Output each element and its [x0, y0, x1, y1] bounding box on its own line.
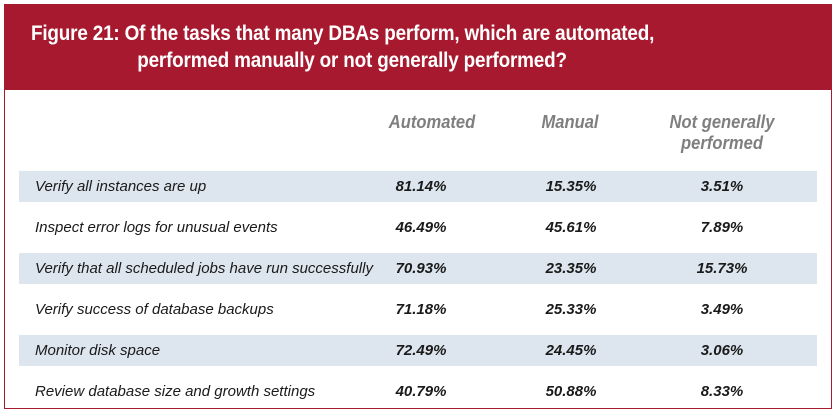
task-label: Verify success of database backups: [35, 301, 274, 318]
column-header-line-1: Not generally: [669, 112, 775, 132]
not-generally-value: 8.33%: [700, 383, 744, 400]
table-row: Verify success of database backups 71.18…: [19, 294, 817, 325]
not-generally-value: 15.73%: [696, 260, 748, 277]
manual-value: 25.33%: [545, 301, 597, 318]
column-header-manual: Manual: [541, 112, 599, 132]
task-label: Review database size and growth settings: [35, 383, 316, 400]
column-header-automated: Automated: [388, 112, 476, 132]
manual-value: 24.45%: [545, 342, 597, 359]
column-header-line-2: performed: [681, 133, 763, 153]
figure-title-banner: Figure 21: Of the tasks that many DBAs p…: [4, 4, 832, 90]
automated-value: 70.93%: [395, 260, 447, 277]
not-generally-value: 7.89%: [700, 219, 744, 236]
manual-value: 50.88%: [545, 383, 597, 400]
task-label: Verify all instances are up: [35, 178, 207, 195]
not-generally-value: 3.06%: [700, 342, 744, 359]
table-row: Review database size and growth settings…: [19, 376, 817, 407]
task-label: Verify that all scheduled jobs have run …: [35, 260, 373, 277]
table-row: Verify that all scheduled jobs have run …: [19, 253, 817, 284]
not-generally-value: 3.51%: [700, 178, 744, 195]
figure-title-line-1: Figure 21: Of the tasks that many DBAs p…: [31, 22, 655, 45]
manual-value: 23.35%: [545, 260, 597, 277]
task-label: Monitor disk space: [35, 342, 161, 359]
table-row: Verify all instances are up 81.14% 15.35…: [19, 171, 817, 202]
automated-value: 72.49%: [395, 342, 447, 359]
automated-value: 81.14%: [395, 178, 447, 195]
task-label: Inspect error logs for unusual events: [35, 219, 278, 236]
automated-value: 40.79%: [395, 383, 447, 400]
manual-value: 15.35%: [545, 178, 597, 195]
manual-value: 45.61%: [545, 219, 597, 236]
automated-value: 46.49%: [395, 219, 447, 236]
not-generally-value: 3.49%: [700, 301, 744, 318]
table-row: Inspect error logs for unusual events 46…: [19, 212, 817, 243]
table-row: Monitor disk space 72.49% 24.45% 3.06%: [19, 335, 817, 366]
figure-title-line-2: performed manually or not generally perf…: [137, 49, 567, 72]
automated-value: 71.18%: [395, 301, 447, 318]
column-header-not-generally-performed: Not generally performed: [658, 112, 787, 154]
